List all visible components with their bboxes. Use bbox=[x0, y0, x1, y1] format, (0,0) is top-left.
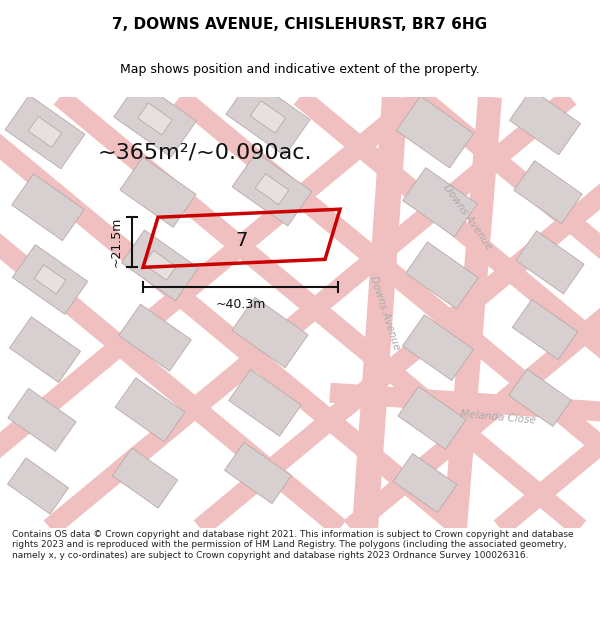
Polygon shape bbox=[0, 89, 466, 536]
Polygon shape bbox=[144, 251, 176, 280]
Polygon shape bbox=[44, 89, 577, 536]
Text: Map shows position and indicative extent of the property.: Map shows position and indicative extent… bbox=[120, 63, 480, 76]
Polygon shape bbox=[5, 95, 85, 169]
Polygon shape bbox=[397, 96, 473, 168]
Polygon shape bbox=[344, 89, 600, 536]
Text: ~40.3m: ~40.3m bbox=[215, 298, 266, 311]
Polygon shape bbox=[10, 317, 80, 382]
Polygon shape bbox=[232, 152, 312, 226]
Text: Contains OS data © Crown copyright and database right 2021. This information is : Contains OS data © Crown copyright and d… bbox=[12, 530, 574, 560]
Polygon shape bbox=[494, 89, 600, 536]
Polygon shape bbox=[34, 265, 66, 294]
Polygon shape bbox=[232, 298, 308, 368]
Polygon shape bbox=[255, 174, 289, 204]
Polygon shape bbox=[393, 454, 457, 512]
Polygon shape bbox=[516, 231, 584, 294]
Polygon shape bbox=[121, 230, 199, 301]
Text: Downs Avenue: Downs Avenue bbox=[368, 274, 402, 351]
Polygon shape bbox=[137, 103, 172, 135]
Polygon shape bbox=[403, 168, 477, 237]
Polygon shape bbox=[352, 96, 408, 529]
Polygon shape bbox=[250, 101, 286, 133]
Text: Melanda Close: Melanda Close bbox=[460, 409, 536, 426]
Polygon shape bbox=[0, 89, 346, 536]
Polygon shape bbox=[443, 96, 502, 529]
Polygon shape bbox=[509, 369, 571, 426]
Polygon shape bbox=[406, 242, 478, 309]
Polygon shape bbox=[0, 89, 427, 536]
Text: 7, DOWNS AVENUE, CHISLEHURST, BR7 6HG: 7, DOWNS AVENUE, CHISLEHURST, BR7 6HG bbox=[112, 17, 488, 32]
Polygon shape bbox=[119, 304, 191, 371]
Polygon shape bbox=[28, 116, 62, 148]
Polygon shape bbox=[329, 382, 600, 423]
Polygon shape bbox=[115, 378, 185, 442]
Polygon shape bbox=[514, 161, 582, 224]
Polygon shape bbox=[509, 89, 580, 155]
Polygon shape bbox=[226, 78, 310, 156]
Polygon shape bbox=[512, 299, 578, 359]
Polygon shape bbox=[114, 81, 196, 157]
Polygon shape bbox=[413, 89, 600, 536]
Polygon shape bbox=[229, 369, 301, 436]
Polygon shape bbox=[112, 448, 178, 508]
Polygon shape bbox=[120, 157, 196, 228]
Text: ~365m²/~0.090ac.: ~365m²/~0.090ac. bbox=[98, 142, 312, 162]
Polygon shape bbox=[53, 89, 586, 536]
Polygon shape bbox=[12, 174, 84, 241]
Polygon shape bbox=[194, 89, 600, 536]
Polygon shape bbox=[398, 386, 466, 449]
Text: ~21.5m: ~21.5m bbox=[110, 217, 122, 268]
Text: 7: 7 bbox=[236, 231, 248, 250]
Polygon shape bbox=[403, 315, 473, 381]
Polygon shape bbox=[293, 89, 600, 536]
Polygon shape bbox=[224, 442, 292, 504]
Polygon shape bbox=[8, 388, 76, 451]
Polygon shape bbox=[8, 458, 68, 514]
Polygon shape bbox=[13, 244, 88, 314]
Text: Downs Avenue: Downs Avenue bbox=[442, 182, 494, 252]
Polygon shape bbox=[173, 89, 600, 536]
